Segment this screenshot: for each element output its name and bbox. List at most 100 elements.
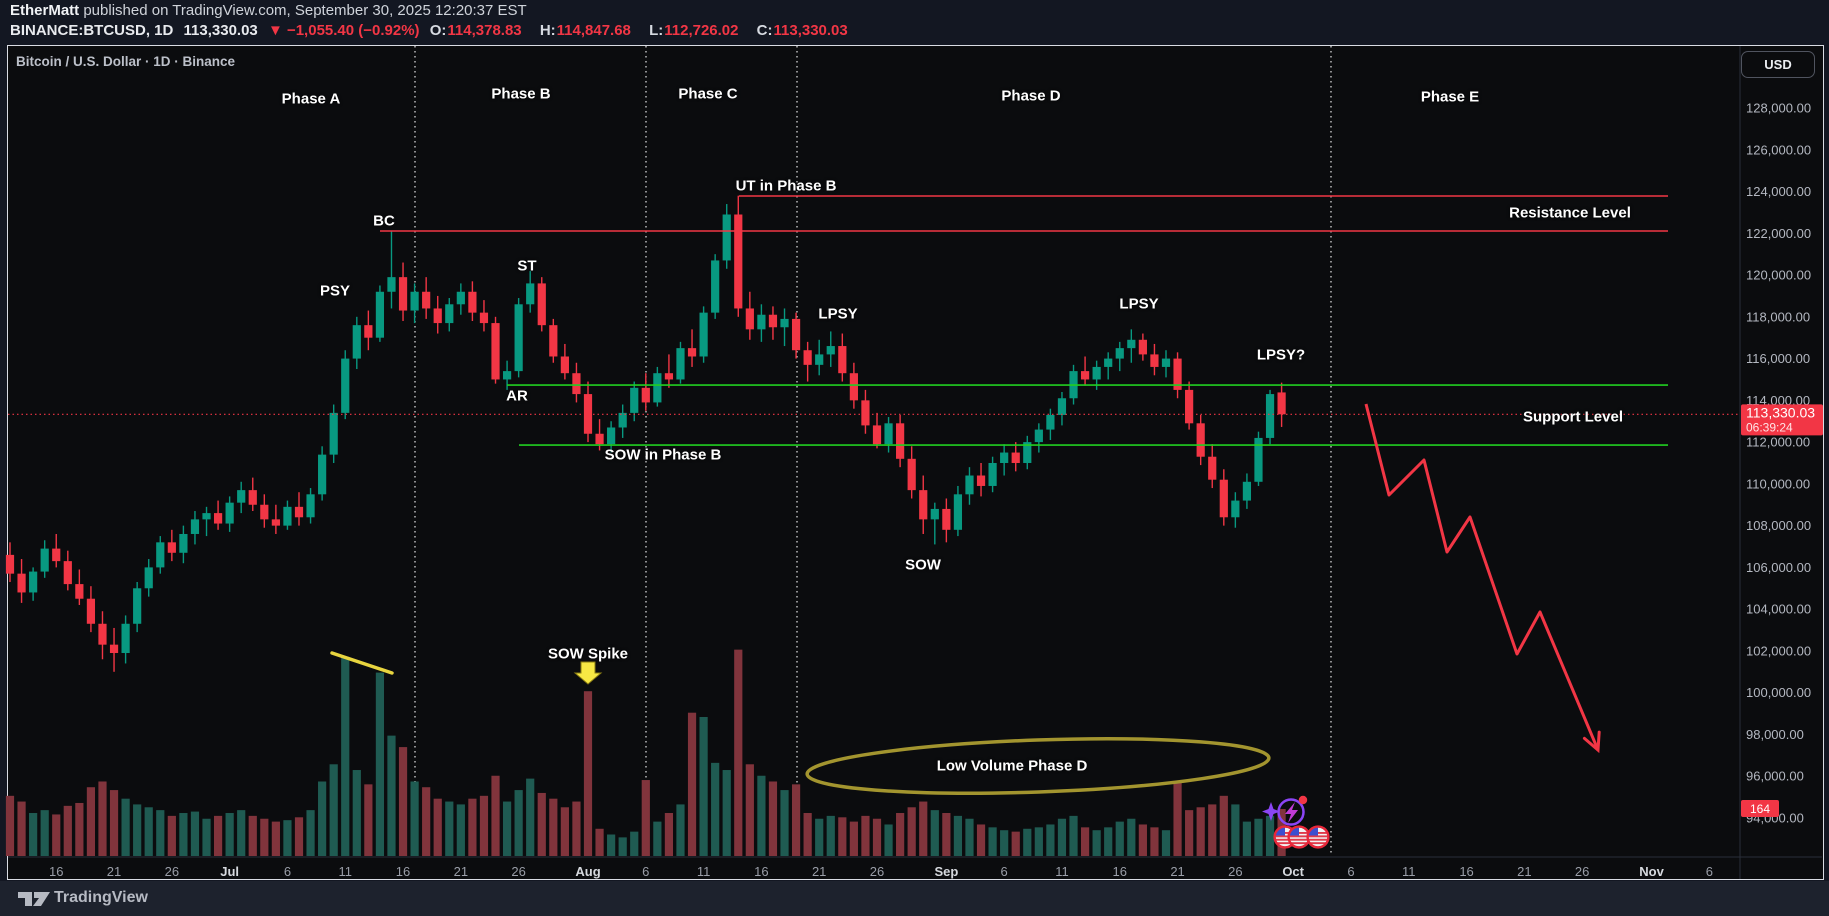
volume-bar <box>1046 824 1055 856</box>
low-volume-ellipse[interactable] <box>805 732 1271 800</box>
candle-body <box>826 346 835 355</box>
candle-body <box>768 314 778 328</box>
candle-body <box>1115 348 1124 359</box>
volume-bar <box>1127 818 1136 856</box>
volume-bar <box>1104 827 1113 856</box>
chart-legend-title[interactable]: Bitcoin / U.S. Dollar · 1D · Binance <box>16 54 236 69</box>
volume-bar <box>526 778 535 856</box>
currency-toggle-button[interactable]: USD <box>1741 51 1815 78</box>
candle-body <box>294 506 304 518</box>
candle-body <box>838 346 847 374</box>
candle-body <box>803 350 812 365</box>
candle-body <box>595 433 604 445</box>
volume-bar <box>179 813 188 856</box>
time-tick-label: 6 <box>642 864 649 879</box>
candle-body <box>757 314 766 330</box>
volume-bar <box>711 762 720 856</box>
volume-bar <box>988 827 997 856</box>
candle-body <box>815 354 824 365</box>
price-tick-label: 98,000.00 <box>1746 727 1804 742</box>
candle-body <box>98 623 107 645</box>
candle-body <box>387 277 396 292</box>
candle-body <box>63 561 72 585</box>
tradingview-logo-icon[interactable] <box>14 881 64 916</box>
footer-brand[interactable]: TradingView <box>54 889 148 906</box>
bar-countdown: 06:39:24 <box>1746 420 1793 434</box>
volume-bar <box>976 824 986 856</box>
candle-body <box>514 304 523 372</box>
volume-bar <box>722 770 731 856</box>
us-flag-icon <box>1287 825 1311 849</box>
volume-bar <box>52 814 61 856</box>
candle-body <box>583 394 593 434</box>
time-tick-label: 26 <box>1228 864 1242 879</box>
candle-body <box>1265 394 1275 438</box>
time-tick-label: 21 <box>1170 864 1184 879</box>
time-tick-label: 21 <box>454 864 468 879</box>
volume-bar <box>791 784 801 856</box>
volume-bar <box>745 764 754 856</box>
close-label: C: <box>756 22 773 39</box>
time-tick-label: 16 <box>1113 864 1127 879</box>
volume-bar <box>838 817 847 856</box>
volume-bar <box>549 798 558 856</box>
volume-bar <box>595 828 604 856</box>
candle-body <box>479 312 489 324</box>
candle-body <box>861 400 870 426</box>
candle-body <box>398 277 408 311</box>
volume-bar <box>780 790 789 856</box>
volume-bar <box>190 811 200 856</box>
candle-body <box>1196 423 1205 457</box>
time-tick-label: 16 <box>49 864 63 879</box>
chart-plot-area[interactable] <box>8 46 1737 856</box>
candle-body <box>5 554 15 574</box>
candle-body <box>364 325 373 338</box>
candle-body <box>248 490 257 505</box>
candle-body <box>237 490 246 503</box>
volume-bar <box>156 810 165 856</box>
volume-bar <box>213 815 223 856</box>
time-tick-label: 26 <box>870 864 884 879</box>
volume-bar <box>202 818 211 856</box>
volume-bar <box>630 831 639 856</box>
time-scale[interactable] <box>8 858 1823 879</box>
candle-body <box>641 387 650 403</box>
byline-author: EtherMatt <box>10 2 80 19</box>
time-tick-label: 16 <box>754 864 768 879</box>
candle-body <box>17 573 26 593</box>
sow-spike-arrow-icon[interactable] <box>573 661 603 685</box>
symbol-name: BINANCE:BTCUSD, 1D <box>10 22 174 39</box>
candle-body <box>1104 358 1113 367</box>
volume-bar <box>387 735 396 856</box>
candle-body <box>410 291 419 311</box>
candle-body <box>942 508 951 530</box>
candle-body <box>1023 442 1032 463</box>
candle-body <box>1092 366 1101 380</box>
projection-zigzag-arrow[interactable] <box>1364 403 1600 751</box>
volume-badge-value: 164 <box>1750 802 1770 816</box>
volume-bar <box>283 820 292 856</box>
time-tick-label: 26 <box>165 864 179 879</box>
candle-body <box>1034 429 1043 443</box>
price-scale[interactable] <box>1740 46 1823 856</box>
candle-body <box>491 323 500 380</box>
candle-body <box>953 494 963 530</box>
volume-bar <box>121 798 130 856</box>
volume-bar <box>965 818 974 856</box>
price-tick-label: 100,000.00 <box>1746 685 1811 700</box>
time-tick-label: Nov <box>1639 864 1664 879</box>
byline-text: published on TradingView.com, September … <box>79 2 527 19</box>
volume-bar <box>884 824 893 856</box>
candle-body <box>1254 437 1263 482</box>
volume-bar <box>167 815 176 856</box>
volume-bar <box>1000 830 1009 856</box>
volume-bar <box>491 775 500 856</box>
price-tick-label: 114,000.00 <box>1746 393 1810 408</box>
volume-bar <box>919 801 928 856</box>
price-change: ▼ −1,055.40 (−0.92%) <box>267 22 420 39</box>
us-flag-icon <box>1306 825 1330 849</box>
volume-bar <box>1265 815 1275 856</box>
volume-bar <box>260 818 269 856</box>
volume-trendline[interactable] <box>330 651 394 675</box>
